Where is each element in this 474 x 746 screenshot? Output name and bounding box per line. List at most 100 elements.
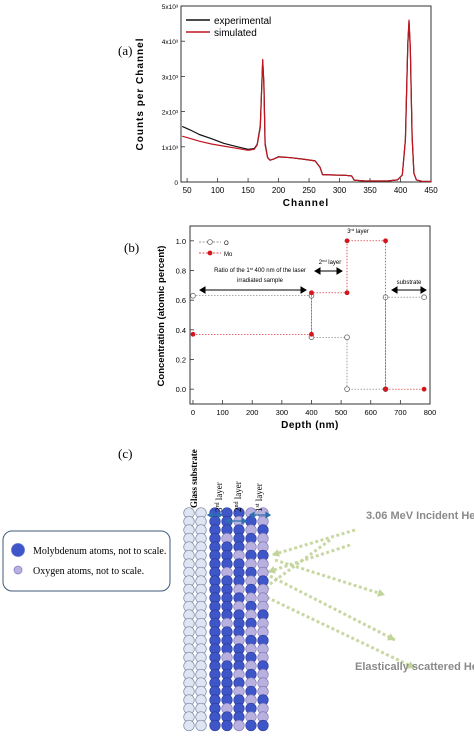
y-tick-label: 2x10³ — [162, 110, 179, 117]
data-point-Mo — [309, 290, 314, 296]
x-tick-label: 0 — [191, 408, 195, 417]
panel-c-legend: Molybdenum atoms, not to scale. Oxygen a… — [2, 530, 171, 592]
arrow-substrate — [391, 286, 427, 294]
panel-a-axes: 50 100 150 200 250 300 350 400 450 0 1x10³ 2x10³ 3x1… — [162, 4, 438, 195]
molybdenum-atom — [245, 719, 257, 732]
y-tick-label: 0.2 — [176, 356, 186, 365]
x-tick-label: 500 — [335, 408, 348, 417]
he-beam — [267, 543, 351, 574]
panel-a-series — [181, 19, 432, 183]
data-point-Mo — [344, 290, 350, 296]
data-point-Mo — [383, 386, 388, 392]
y-tick-label: 1x10³ — [162, 145, 179, 152]
x-tick-label: 700 — [394, 408, 407, 417]
panel-b-axes: 0 100 200 300 400 500 600 700 800 0.0 0.2 0.4 0.6 0.8… — [176, 237, 437, 417]
annotation-ratio-line1: Ratio of the 1st 400 nm of the laser — [214, 266, 306, 274]
arrow-ratio-region — [199, 286, 307, 294]
x-tick-label: 100 — [216, 408, 229, 417]
x-tick-label: 250 — [302, 186, 316, 195]
x-tick-label: 350 — [363, 186, 377, 195]
he-beam-arrowhead — [268, 566, 276, 574]
series-line-Mo — [193, 240, 425, 390]
x-tick-label: 400 — [305, 408, 318, 417]
panel-b-annotations: Ratio of the 1st 400 nm of the laser irr… — [199, 227, 427, 294]
y-tick-label: 0.8 — [176, 267, 186, 276]
arrow-2nd-layer — [314, 267, 343, 275]
annotation-2nd-layer: 2nd layer — [319, 258, 341, 266]
substrate-atom — [195, 719, 207, 732]
y-tick-label: 0.6 — [176, 296, 186, 305]
layer-label-2nd: 2nd layer — [233, 481, 243, 512]
annotation-substrate: substrate — [397, 280, 422, 286]
y-tick-label: 3x10³ — [162, 74, 179, 81]
panel-a-plot-frame — [180, 5, 432, 183]
series-line-experimental — [181, 21, 432, 183]
he-beam — [271, 528, 356, 557]
panel-b-ylabel: Concentration (atomic percent) — [156, 246, 167, 387]
scattered-beam-label: Elastically scattered He⁺⁺ — [355, 661, 474, 673]
legend-marker-o — [207, 239, 213, 245]
annotation-ratio-line2: irradiated sample — [237, 278, 284, 284]
panel-b-series — [190, 238, 427, 392]
atom-lattice — [183, 507, 269, 732]
molybdenum-atom — [257, 719, 269, 732]
he-beam — [269, 574, 396, 642]
data-point-O — [344, 386, 350, 392]
data-point-Mo — [190, 331, 196, 337]
panel-a-label: (a) — [118, 43, 132, 58]
x-tick-label: 400 — [394, 186, 408, 195]
he-beam-arrowhead — [386, 633, 395, 641]
x-tick-label: 100 — [211, 186, 225, 195]
panel-c: (c) Glass substrate 3rd layer 2nd layer … — [2, 446, 474, 732]
legend-molybdenum-text: Molybdenum atoms, not to scale. — [33, 546, 166, 557]
x-tick-label: 300 — [276, 408, 289, 417]
legend-box — [2, 530, 171, 592]
layer-width-arrows — [206, 511, 272, 525]
legend-label-experimental: experimental — [214, 16, 271, 27]
x-tick-label: 50 — [183, 186, 192, 195]
series-line-simulated — [182, 19, 432, 183]
he-beam-arrowhead — [377, 589, 385, 597]
panel-b: (b) 0 100 200 300 400 500 600 700 800 0.0 0.2 0.4 0.… — [124, 225, 437, 431]
panel-b-label: (b) — [124, 240, 139, 255]
substrate-atom — [183, 719, 195, 732]
legend-label-mo: Mo — [224, 252, 233, 258]
layer-label-3rd: 3rd layer — [214, 482, 224, 512]
y-tick-label: 4x10³ — [162, 39, 179, 46]
x-tick-label: 600 — [364, 408, 377, 417]
panel-b-xlabel: Depth (nm) — [281, 420, 339, 431]
x-tick-label: 200 — [272, 186, 286, 195]
panel-a-xlabel: Channel — [283, 198, 329, 209]
annotation-3rd-layer: 3rd layer — [347, 227, 369, 235]
data-point-Mo — [383, 238, 388, 244]
molybdenum-atom — [209, 719, 221, 732]
layer-label-1st: 1st layer — [254, 483, 264, 512]
data-point-Mo — [421, 386, 427, 392]
he-beam-arrowhead — [272, 549, 280, 557]
he-beams — [261, 528, 416, 670]
legend-label-o: O — [224, 241, 229, 247]
data-point-O — [421, 294, 427, 301]
y-tick-label: 5x10³ — [162, 4, 179, 11]
x-tick-label: 150 — [241, 186, 255, 195]
substrate-label: Glass substrate — [189, 449, 199, 508]
legend-oxygen-text: Oxygen atoms, not to scale. — [33, 566, 144, 577]
panel-c-label: (c) — [118, 446, 132, 461]
panel-a-ylabel: Counts per Channel — [135, 37, 146, 150]
panel-a-legend: experimental simulated — [186, 16, 271, 39]
y-tick-label: 0 — [174, 180, 178, 187]
panel-a: (a) 50 100 150 200 250 300 350 400 450 0 1x10³ 2x10… — [118, 4, 438, 209]
he-beam — [261, 593, 416, 670]
legend-label-simulated: simulated — [214, 28, 257, 39]
data-point-O — [344, 334, 350, 341]
molybdenum-atom-icon — [11, 543, 25, 557]
y-tick-label: 0.0 — [176, 385, 186, 394]
data-point-O — [190, 292, 196, 299]
series-line-O — [193, 295, 425, 390]
he-beam — [274, 558, 386, 597]
x-tick-label: 450 — [424, 186, 438, 195]
y-tick-label: 1.0 — [176, 237, 186, 246]
oxygen-atom — [233, 719, 245, 732]
he-beam-arrowhead — [407, 661, 415, 669]
